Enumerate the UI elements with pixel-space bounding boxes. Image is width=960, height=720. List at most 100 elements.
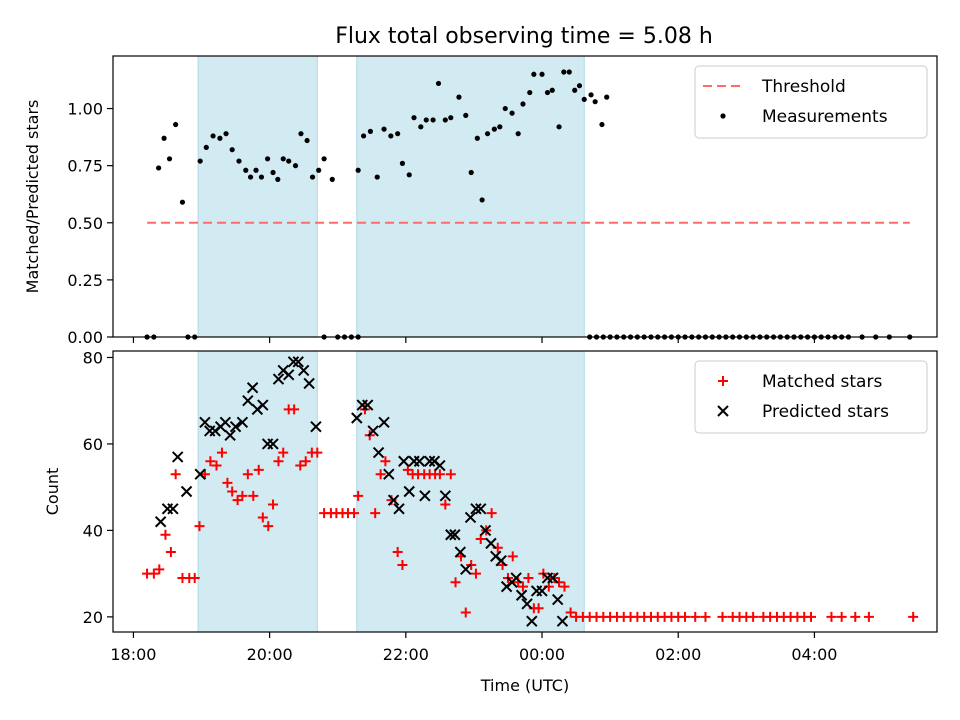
measurement-point	[197, 158, 203, 164]
predicted-point	[393, 503, 405, 515]
matched-point	[690, 611, 701, 622]
predicted-point	[267, 438, 279, 450]
predicted-point	[434, 459, 446, 472]
measurement-point	[270, 169, 276, 176]
measurement-point	[203, 144, 209, 150]
legend-matched-swatch	[718, 376, 728, 386]
predicted-point	[464, 511, 477, 524]
matched-point	[189, 572, 200, 583]
matched-point	[397, 559, 408, 570]
predicted-point	[229, 420, 242, 433]
y-tick-label: 60	[83, 435, 103, 454]
predicted-point	[180, 485, 193, 498]
measurement-point	[509, 110, 515, 116]
predicted-point	[257, 399, 269, 411]
matched-point	[165, 547, 176, 558]
matched-point	[700, 611, 711, 622]
predicted-point	[242, 395, 254, 407]
predicted-point	[536, 585, 548, 597]
axes-frame	[112, 350, 938, 633]
shaded-interval	[197, 350, 318, 633]
measurement-point	[479, 197, 485, 203]
matched-point	[826, 611, 837, 622]
shaded-interval	[356, 350, 585, 633]
x-tick-label: 18:00	[110, 645, 156, 664]
predicted-point	[367, 425, 379, 437]
measurement-point	[223, 131, 229, 137]
measurement-point	[321, 156, 327, 162]
matched-point	[836, 611, 847, 622]
matched-point	[523, 572, 534, 583]
matched-point	[554, 577, 565, 588]
legend-label: Threshold	[761, 77, 846, 97]
measurement-point	[286, 158, 292, 164]
predicted-point	[403, 485, 415, 498]
predicted-point	[383, 468, 395, 480]
predicted-point	[495, 554, 507, 567]
measurement-point	[395, 131, 401, 137]
measurement-point	[556, 124, 562, 130]
matched-point	[470, 568, 481, 579]
measurement-point	[411, 115, 417, 121]
predicted-point	[485, 537, 497, 550]
predicted-point	[167, 503, 179, 515]
measurement-point	[418, 124, 424, 130]
predicted-point	[556, 615, 569, 627]
predicted-point	[449, 529, 461, 541]
x-tick-label: 04:00	[791, 645, 837, 664]
matched-point	[263, 521, 274, 532]
matched-point	[349, 508, 360, 519]
legend-measurement-swatch	[720, 113, 726, 119]
matched-point	[199, 469, 210, 480]
predicted-point	[171, 451, 184, 463]
matched-point	[216, 447, 227, 458]
matched-point	[253, 464, 264, 475]
matched-point	[248, 490, 259, 501]
y-tick-label: 80	[83, 348, 103, 367]
measurement-point	[258, 174, 265, 180]
measurement-point	[520, 101, 526, 107]
measurement-point	[275, 176, 281, 182]
predicted-point	[287, 356, 300, 368]
matched-point	[806, 611, 817, 622]
measurement-point	[442, 117, 448, 123]
matched-point	[460, 607, 471, 618]
measurement-point	[497, 124, 503, 130]
x-tick-label: 02:00	[655, 645, 701, 664]
matched-point	[445, 469, 456, 480]
predicted-series	[154, 356, 569, 627]
matched-point	[205, 456, 216, 467]
legend-label: Matched stars	[762, 372, 882, 392]
predicted-point	[439, 490, 452, 502]
measurement-point	[604, 94, 610, 100]
matched-point	[268, 499, 279, 510]
matched-point	[353, 490, 364, 501]
measurement-point	[588, 92, 594, 98]
matched-point	[273, 456, 284, 467]
matched-point	[450, 577, 461, 588]
predicted-point	[515, 589, 528, 601]
x-axis-label: Time (UTC)	[480, 676, 569, 695]
predicted-point	[199, 416, 211, 429]
matched-point	[222, 477, 233, 488]
predicted-point	[398, 455, 410, 467]
measurement-point	[456, 94, 462, 100]
predicted-point	[460, 563, 472, 576]
measurement-point	[361, 133, 367, 139]
y-axis-label: Matched/Predicted stars	[23, 100, 42, 294]
chart-title: Flux total observing time = 5.08 h	[335, 24, 713, 49]
matched-point	[295, 460, 306, 471]
matched-point	[312, 447, 323, 458]
matched-point	[227, 486, 238, 497]
measurement-point	[484, 131, 491, 137]
predicted-point	[454, 546, 467, 558]
measurement-point	[539, 71, 545, 77]
predicted-point	[445, 529, 457, 541]
measurement-point	[581, 96, 587, 103]
matched-point	[148, 568, 159, 579]
predicted-point	[479, 524, 492, 537]
legend-label: Predicted stars	[762, 402, 889, 422]
matched-point	[486, 508, 497, 519]
legend-predicted-swatch	[717, 405, 729, 417]
y-tick-label: 0.25	[67, 271, 103, 290]
